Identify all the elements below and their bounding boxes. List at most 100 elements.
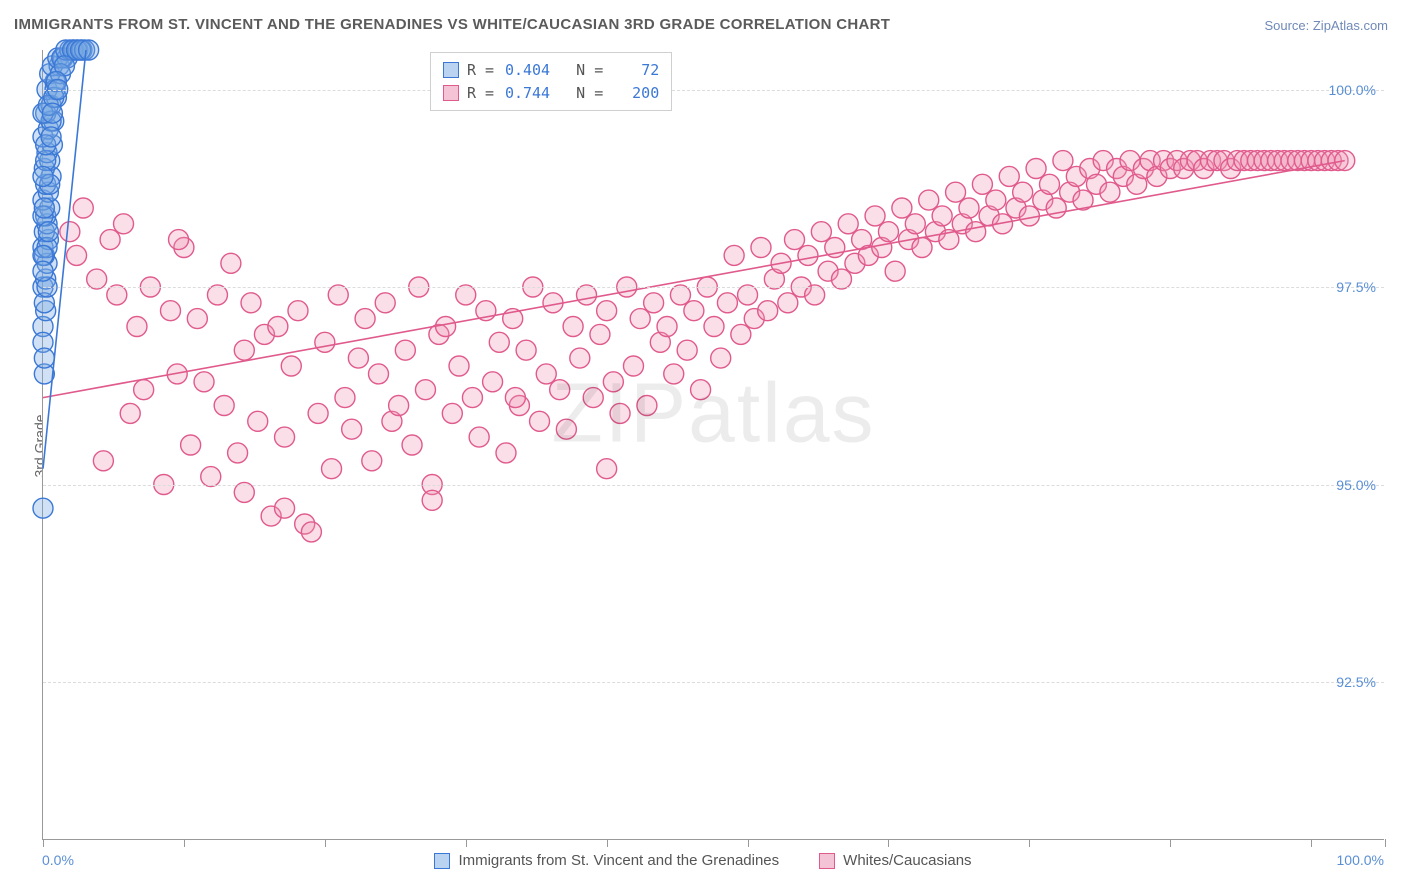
chart-title: IMMIGRANTS FROM ST. VINCENT AND THE GREN…: [14, 16, 890, 33]
scatter-point-pink: [134, 380, 154, 400]
plot-area: ZIPatlas 92.5%95.0%97.5%100.0%: [42, 50, 1384, 840]
scatter-point-pink: [214, 396, 234, 416]
x-tick: [1170, 839, 1171, 847]
scatter-point-pink: [691, 380, 711, 400]
scatter-point-pink: [717, 293, 737, 313]
stats-row-pink: R = 0.744 N = 200: [443, 82, 659, 105]
scatter-point-pink: [590, 324, 610, 344]
scatter-point-pink: [878, 222, 898, 242]
scatter-point-pink: [342, 419, 362, 439]
scatter-point-pink: [919, 190, 939, 210]
scatter-point-pink: [462, 388, 482, 408]
x-tick: [466, 839, 467, 847]
y-tick-label: 100.0%: [1329, 82, 1376, 98]
scatter-point-pink: [67, 245, 87, 265]
y-tick-label: 95.0%: [1336, 477, 1376, 493]
legend-item: Whites/Caucasians: [819, 852, 971, 869]
swatch-pink: [443, 85, 459, 101]
scatter-point-pink: [778, 293, 798, 313]
x-tick: [325, 839, 326, 847]
scatter-point-blue: [42, 103, 62, 123]
scatter-point-pink: [811, 222, 831, 242]
stats-row-blue: R = 0.404 N = 72: [443, 59, 659, 82]
scatter-point-pink: [1040, 174, 1060, 194]
scatter-point-pink: [355, 309, 375, 329]
scatter-point-pink: [93, 451, 113, 471]
scatter-point-pink: [275, 498, 295, 518]
scatter-point-pink: [241, 293, 261, 313]
x-axis-left-label: 0.0%: [42, 852, 74, 868]
scatter-point-pink: [402, 435, 422, 455]
scatter-point-pink: [865, 206, 885, 226]
scatter-point-pink: [912, 238, 932, 258]
scatter-point-pink: [160, 301, 180, 321]
scatter-point-blue: [33, 261, 53, 281]
stat-n-blue: 72: [611, 59, 659, 82]
scatter-point-pink: [127, 317, 147, 337]
scatter-point-pink: [234, 340, 254, 360]
scatter-point-pink: [885, 261, 905, 281]
y-tick-label: 97.5%: [1336, 279, 1376, 295]
scatter-point-pink: [60, 222, 80, 242]
scatter-point-pink: [966, 222, 986, 242]
scatter-point-pink: [422, 490, 442, 510]
scatter-point-pink: [530, 411, 550, 431]
scatter-point-pink: [664, 364, 684, 384]
scatter-point-pink: [248, 411, 268, 431]
scatter-point-pink: [469, 427, 489, 447]
scatter-point-pink: [395, 340, 415, 360]
scatter-point-pink: [120, 403, 140, 423]
scatter-point-blue: [34, 198, 54, 218]
scatter-point-pink: [758, 301, 778, 321]
legend-label: Immigrants from St. Vincent and the Gren…: [458, 852, 779, 869]
scatter-point-pink: [308, 403, 328, 423]
scatter-point-pink: [114, 214, 134, 234]
scatter-point-pink: [610, 403, 630, 423]
scatter-point-pink: [228, 443, 248, 463]
scatter-point-pink: [442, 403, 462, 423]
scatter-point-pink: [711, 348, 731, 368]
scatter-point-pink: [1053, 151, 1073, 171]
scatter-point-pink: [798, 245, 818, 265]
scatter-point-pink: [644, 293, 664, 313]
scatter-point-blue: [33, 166, 53, 186]
legend-label: Whites/Caucasians: [843, 852, 971, 869]
scatter-point-pink: [281, 356, 301, 376]
gridline-h: [43, 90, 1384, 91]
scatter-point-pink: [375, 293, 395, 313]
gridline-h: [43, 682, 1384, 683]
scatter-point-pink: [100, 230, 120, 250]
scatter-point-pink: [348, 348, 368, 368]
scatter-point-pink: [550, 380, 570, 400]
scatter-svg: [43, 50, 1384, 839]
scatter-point-pink: [905, 214, 925, 234]
y-tick-label: 92.5%: [1336, 674, 1376, 690]
scatter-point-blue: [34, 348, 54, 368]
x-tick: [1311, 839, 1312, 847]
scatter-point-pink: [583, 388, 603, 408]
scatter-point-pink: [959, 198, 979, 218]
scatter-point-pink: [1026, 159, 1046, 179]
scatter-point-pink: [301, 522, 321, 542]
scatter-point-pink: [436, 317, 456, 337]
scatter-point-pink: [603, 372, 623, 392]
scatter-point-pink: [597, 459, 617, 479]
scatter-point-pink: [335, 388, 355, 408]
stat-r-blue: 0.404: [502, 59, 550, 82]
source-link[interactable]: Source: ZipAtlas.com: [1264, 18, 1388, 33]
stat-label-n: N =: [558, 59, 603, 82]
scatter-point-pink: [536, 364, 556, 384]
gridline-h: [43, 287, 1384, 288]
stat-n-pink: 200: [611, 82, 659, 105]
legend-item: Immigrants from St. Vincent and the Gren…: [434, 852, 779, 869]
scatter-point-pink: [181, 435, 201, 455]
stats-box: R = 0.404 N = 72 R = 0.744 N = 200: [430, 52, 672, 111]
scatter-point-pink: [556, 419, 576, 439]
x-tick: [43, 839, 44, 847]
gridline-h: [43, 485, 1384, 486]
scatter-point-pink: [751, 238, 771, 258]
x-tick: [1029, 839, 1030, 847]
scatter-point-pink: [1013, 182, 1033, 202]
scatter-point-pink: [288, 301, 308, 321]
scatter-point-pink: [892, 198, 912, 218]
